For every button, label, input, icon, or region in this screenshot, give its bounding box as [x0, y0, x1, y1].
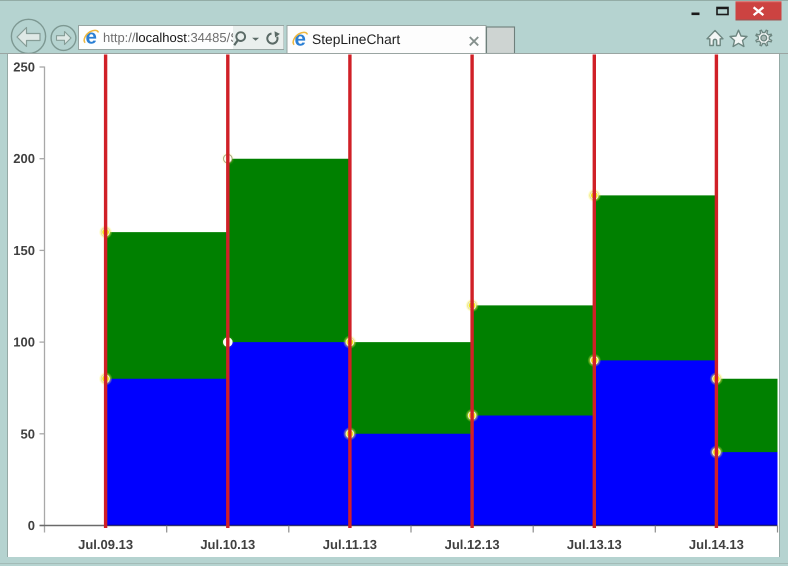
svg-text:0: 0 [28, 518, 35, 533]
svg-text:Jul.09.13: Jul.09.13 [78, 537, 133, 552]
svg-text:100: 100 [13, 335, 35, 350]
svg-text:150: 150 [13, 243, 35, 258]
svg-text:50: 50 [21, 426, 35, 441]
svg-text:Jul.12.13: Jul.12.13 [445, 537, 500, 552]
svg-text:250: 250 [13, 60, 35, 75]
svg-text:http://localhost:34485/Ste: http://localhost:34485/Ste [103, 30, 250, 45]
svg-text:Jul.11.13: Jul.11.13 [323, 537, 377, 552]
svg-text:e: e [85, 25, 96, 48]
svg-text:200: 200 [13, 151, 35, 166]
svg-text:Jul.10.13: Jul.10.13 [200, 537, 255, 552]
svg-text:Jul.13.13: Jul.13.13 [567, 537, 622, 552]
svg-text:StepLineChart: StepLineChart [312, 32, 400, 47]
svg-text:e: e [294, 27, 305, 50]
svg-text:Jul.14.13: Jul.14.13 [689, 537, 744, 552]
